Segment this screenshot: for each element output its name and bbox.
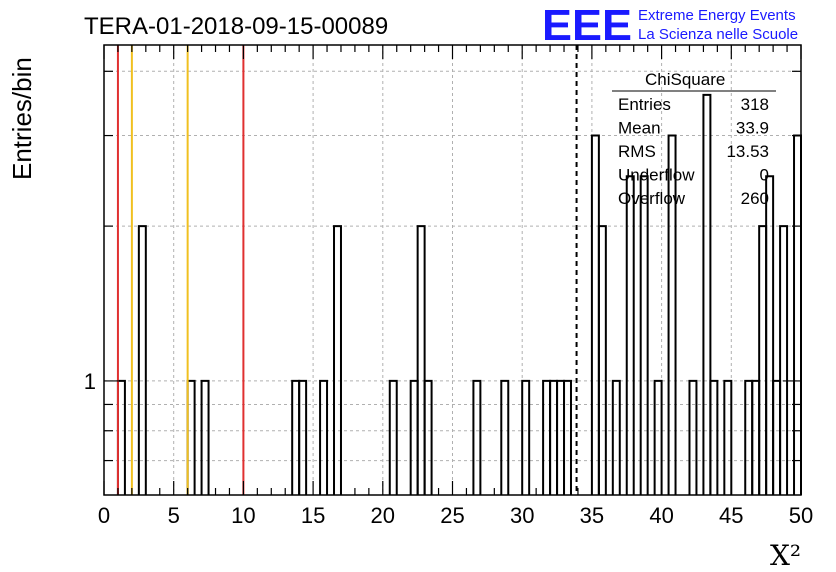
histogram-bar — [416, 225, 426, 495]
x-tick-label: 10 — [231, 503, 255, 528]
stats-row-value: 33.9 — [736, 119, 769, 138]
stats-row-label: RMS — [618, 142, 656, 161]
run-title: TERA-01-2018-09-15-00089 — [84, 13, 388, 40]
histogram-bar — [611, 379, 621, 495]
x-tick-label: 45 — [719, 503, 743, 528]
histogram-bars — [116, 93, 802, 495]
logo-line-1: Extreme Energy Events — [638, 7, 796, 24]
x-tick-label: 20 — [371, 503, 395, 528]
histogram-bar — [333, 225, 342, 495]
y-axis-label: Entries/bin — [7, 57, 37, 180]
histogram-bar — [563, 379, 572, 495]
stats-row-value: 318 — [741, 95, 769, 114]
stats-row-label: Underflow — [618, 166, 695, 185]
x-axis-label: X² — [770, 539, 801, 572]
axis-ticks: 0 5 10 15 20 25 30 35 40 45 50 1 — [84, 45, 813, 528]
histogram-bar — [423, 379, 433, 495]
y-tick-label: 1 — [84, 369, 96, 394]
histogram-bar — [291, 379, 301, 495]
histogram-bar — [639, 175, 649, 495]
histogram-bar — [744, 379, 754, 495]
histogram-bar — [542, 379, 552, 495]
histogram-bar — [200, 379, 210, 495]
histogram-bar — [409, 379, 419, 495]
histogram-bar — [709, 379, 719, 495]
x-tick-label: 30 — [510, 503, 534, 528]
histogram-bar — [597, 225, 607, 495]
histogram-bar — [688, 379, 698, 495]
histogram-bar — [779, 225, 789, 495]
histogram-bar — [723, 379, 733, 495]
stats-title: ChiSquare — [645, 70, 725, 89]
grid-lines — [104, 45, 801, 495]
histogram-bar — [590, 134, 600, 495]
x-tick-label: 25 — [440, 503, 464, 528]
histogram-bar — [472, 379, 482, 495]
stats-row-value: 0 — [760, 166, 769, 185]
histogram-bar — [765, 175, 775, 495]
histogram-bar — [702, 93, 712, 495]
histogram-bar — [793, 134, 802, 495]
histogram-bar — [186, 379, 196, 495]
x-tick-label: 35 — [580, 503, 604, 528]
histogram-bar — [521, 379, 531, 495]
histogram-bar — [667, 134, 677, 495]
x-tick-label: 15 — [301, 503, 325, 528]
reference-lines — [116, 45, 578, 495]
x-tick-label: 0 — [98, 503, 110, 528]
x-tick-label: 40 — [649, 503, 673, 528]
histogram-bar — [137, 225, 147, 495]
histogram-bar — [500, 379, 510, 495]
histogram-bar — [751, 379, 761, 495]
stats-row-value: 13.53 — [726, 142, 769, 161]
logo-line-2: La Scienza nelle Scuole — [638, 26, 798, 43]
stats-box: ChiSquare Entries 318 Mean 33.9 RMS 13.53 Unde… — [612, 70, 776, 208]
histogram-bar — [549, 379, 559, 495]
histogram-bar — [556, 379, 566, 495]
histogram-bar — [758, 225, 768, 495]
histogram-bar — [298, 379, 308, 495]
stats-rows: Entries 318 Mean 33.9 RMS 13.53 Underflow 0 Over… — [618, 95, 769, 208]
stats-row-label: Entries — [618, 95, 671, 114]
histogram-bar — [388, 379, 398, 495]
stats-row-value: 260 — [741, 189, 769, 208]
x-tick-label: 50 — [789, 503, 813, 528]
stats-row-label: Overflow — [618, 189, 686, 208]
histogram-bar — [319, 379, 329, 495]
stats-row-label: Mean — [618, 119, 661, 138]
histogram-bar — [653, 379, 663, 495]
histogram-bar — [772, 379, 782, 495]
histogram-bar — [625, 175, 635, 495]
x-tick-label: 5 — [168, 503, 180, 528]
eee-logo: EEE — [542, 1, 632, 50]
histogram-bar — [116, 379, 126, 495]
